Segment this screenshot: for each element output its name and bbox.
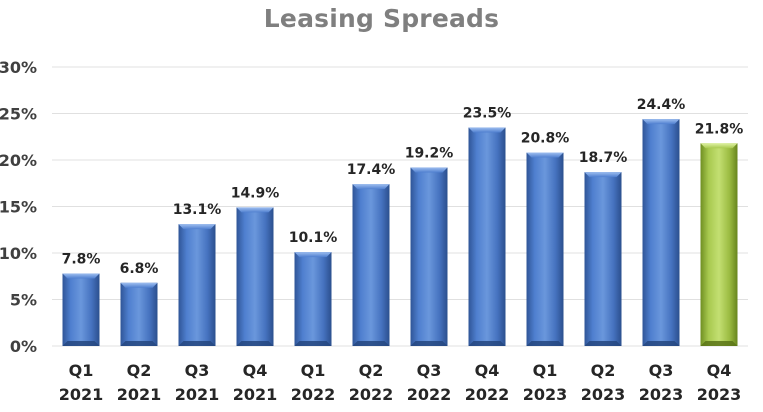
y-axis-ticks: 0% 5% 10% 15% 20% 25% 30% xyxy=(0,58,37,356)
x-tick-label-quarter: Q3 xyxy=(649,361,674,380)
bar-top-bevel xyxy=(62,273,100,279)
x-tick-label-quarter: Q4 xyxy=(243,361,268,380)
data-label: 21.8% xyxy=(695,121,744,137)
bar-body xyxy=(236,207,274,346)
bar xyxy=(178,224,216,346)
bar xyxy=(294,252,332,346)
data-label: 23.5% xyxy=(463,105,512,121)
x-tick-label-quarter: Q2 xyxy=(127,361,152,380)
bar-bottom-bevel xyxy=(178,341,216,346)
bar-top-bevel xyxy=(178,224,216,230)
bar-bottom-bevel xyxy=(62,341,100,346)
bar-body xyxy=(642,119,680,346)
y-tick-label: 30% xyxy=(0,58,37,77)
x-tick-label-quarter: Q2 xyxy=(591,361,616,380)
bar xyxy=(584,172,622,346)
x-tick-label-quarter: Q1 xyxy=(533,361,558,380)
y-tick-label: 0% xyxy=(10,337,37,356)
bar-top-bevel xyxy=(352,184,390,190)
bar-body xyxy=(178,224,216,346)
bar-body xyxy=(700,143,738,346)
data-labels: 7.8% 6.8% 13.1% 14.9% 10.1% 17.4% 19.2% 23.5% 20… xyxy=(62,97,744,277)
bar-bottom-bevel xyxy=(642,341,680,346)
bar-body xyxy=(584,172,622,346)
bar-bottom-bevel xyxy=(526,341,564,346)
y-tick-label: 15% xyxy=(0,198,37,217)
x-tick-label-year: 2022 xyxy=(291,385,336,404)
bar xyxy=(62,273,100,346)
bar-body xyxy=(62,273,100,346)
bar-bottom-bevel xyxy=(352,341,390,346)
bar-top-bevel xyxy=(120,282,158,288)
x-tick-label-quarter: Q1 xyxy=(301,361,326,380)
data-label: 14.9% xyxy=(231,185,280,201)
bar-body xyxy=(410,167,448,346)
data-label: 17.4% xyxy=(347,162,396,178)
x-tick-label-year: 2022 xyxy=(465,385,510,404)
x-axis-ticks: Q1 2021 Q2 2021 Q3 2021 Q4 2021 Q1 2022 Q2 2022 Q3 20… xyxy=(59,361,742,404)
bar-top-bevel xyxy=(294,252,332,258)
data-label: 13.1% xyxy=(173,202,222,218)
bars xyxy=(62,119,738,346)
x-tick-label-year: 2021 xyxy=(175,385,220,404)
bar-body xyxy=(352,184,390,346)
data-label: 10.1% xyxy=(289,230,338,246)
x-tick-label-quarter: Q3 xyxy=(417,361,442,380)
x-tick-label-year: 2023 xyxy=(639,385,684,404)
x-tick-label-year: 2021 xyxy=(59,385,104,404)
bar-body xyxy=(526,152,564,346)
bar-bottom-bevel xyxy=(120,341,158,346)
x-tick-label-year: 2023 xyxy=(523,385,568,404)
data-label: 20.8% xyxy=(521,131,570,147)
chart-title: Leasing Spreads xyxy=(263,4,500,33)
bar-body xyxy=(120,282,158,346)
data-label: 6.8% xyxy=(120,261,159,277)
bar-top-bevel xyxy=(410,167,448,173)
x-tick-label-quarter: Q2 xyxy=(359,361,384,380)
bar xyxy=(352,184,390,346)
x-tick-label-year: 2022 xyxy=(407,385,452,404)
bar xyxy=(410,167,448,346)
bar-bottom-bevel xyxy=(468,341,506,346)
x-tick-label-quarter: Q1 xyxy=(69,361,94,380)
bar-bottom-bevel xyxy=(294,341,332,346)
bar-bottom-bevel xyxy=(236,341,274,346)
y-tick-label: 25% xyxy=(0,105,37,124)
bar xyxy=(642,119,680,346)
bar-body xyxy=(294,252,332,346)
bar-top-bevel xyxy=(700,143,738,149)
x-tick-label-year: 2021 xyxy=(233,385,278,404)
x-tick-label-quarter: Q3 xyxy=(185,361,210,380)
bar xyxy=(526,152,564,346)
bar-top-bevel xyxy=(526,152,564,158)
bar-bottom-bevel xyxy=(584,341,622,346)
y-tick-label: 5% xyxy=(10,291,37,310)
bar-top-bevel xyxy=(236,207,274,213)
bar xyxy=(700,143,738,346)
x-tick-label-quarter: Q4 xyxy=(707,361,732,380)
bar xyxy=(236,207,274,346)
gridlines xyxy=(52,66,748,347)
data-label: 7.8% xyxy=(62,251,101,267)
bar-bottom-bevel xyxy=(410,341,448,346)
y-tick-label: 20% xyxy=(0,151,37,170)
bar-top-bevel xyxy=(468,127,506,133)
x-tick-label-year: 2023 xyxy=(581,385,626,404)
bar-top-bevel xyxy=(642,119,680,125)
x-tick-label-year: 2023 xyxy=(697,385,742,404)
data-label: 18.7% xyxy=(579,150,628,166)
bar xyxy=(120,282,158,346)
bar-bottom-bevel xyxy=(700,341,738,346)
bar xyxy=(468,127,506,346)
bar-body xyxy=(468,127,506,346)
x-tick-label-year: 2022 xyxy=(349,385,394,404)
data-label: 19.2% xyxy=(405,145,454,161)
x-tick-label-year: 2021 xyxy=(117,385,162,404)
x-tick-label-quarter: Q4 xyxy=(475,361,500,380)
y-tick-label: 10% xyxy=(0,244,37,263)
bar-top-bevel xyxy=(584,172,622,178)
data-label: 24.4% xyxy=(637,97,686,113)
